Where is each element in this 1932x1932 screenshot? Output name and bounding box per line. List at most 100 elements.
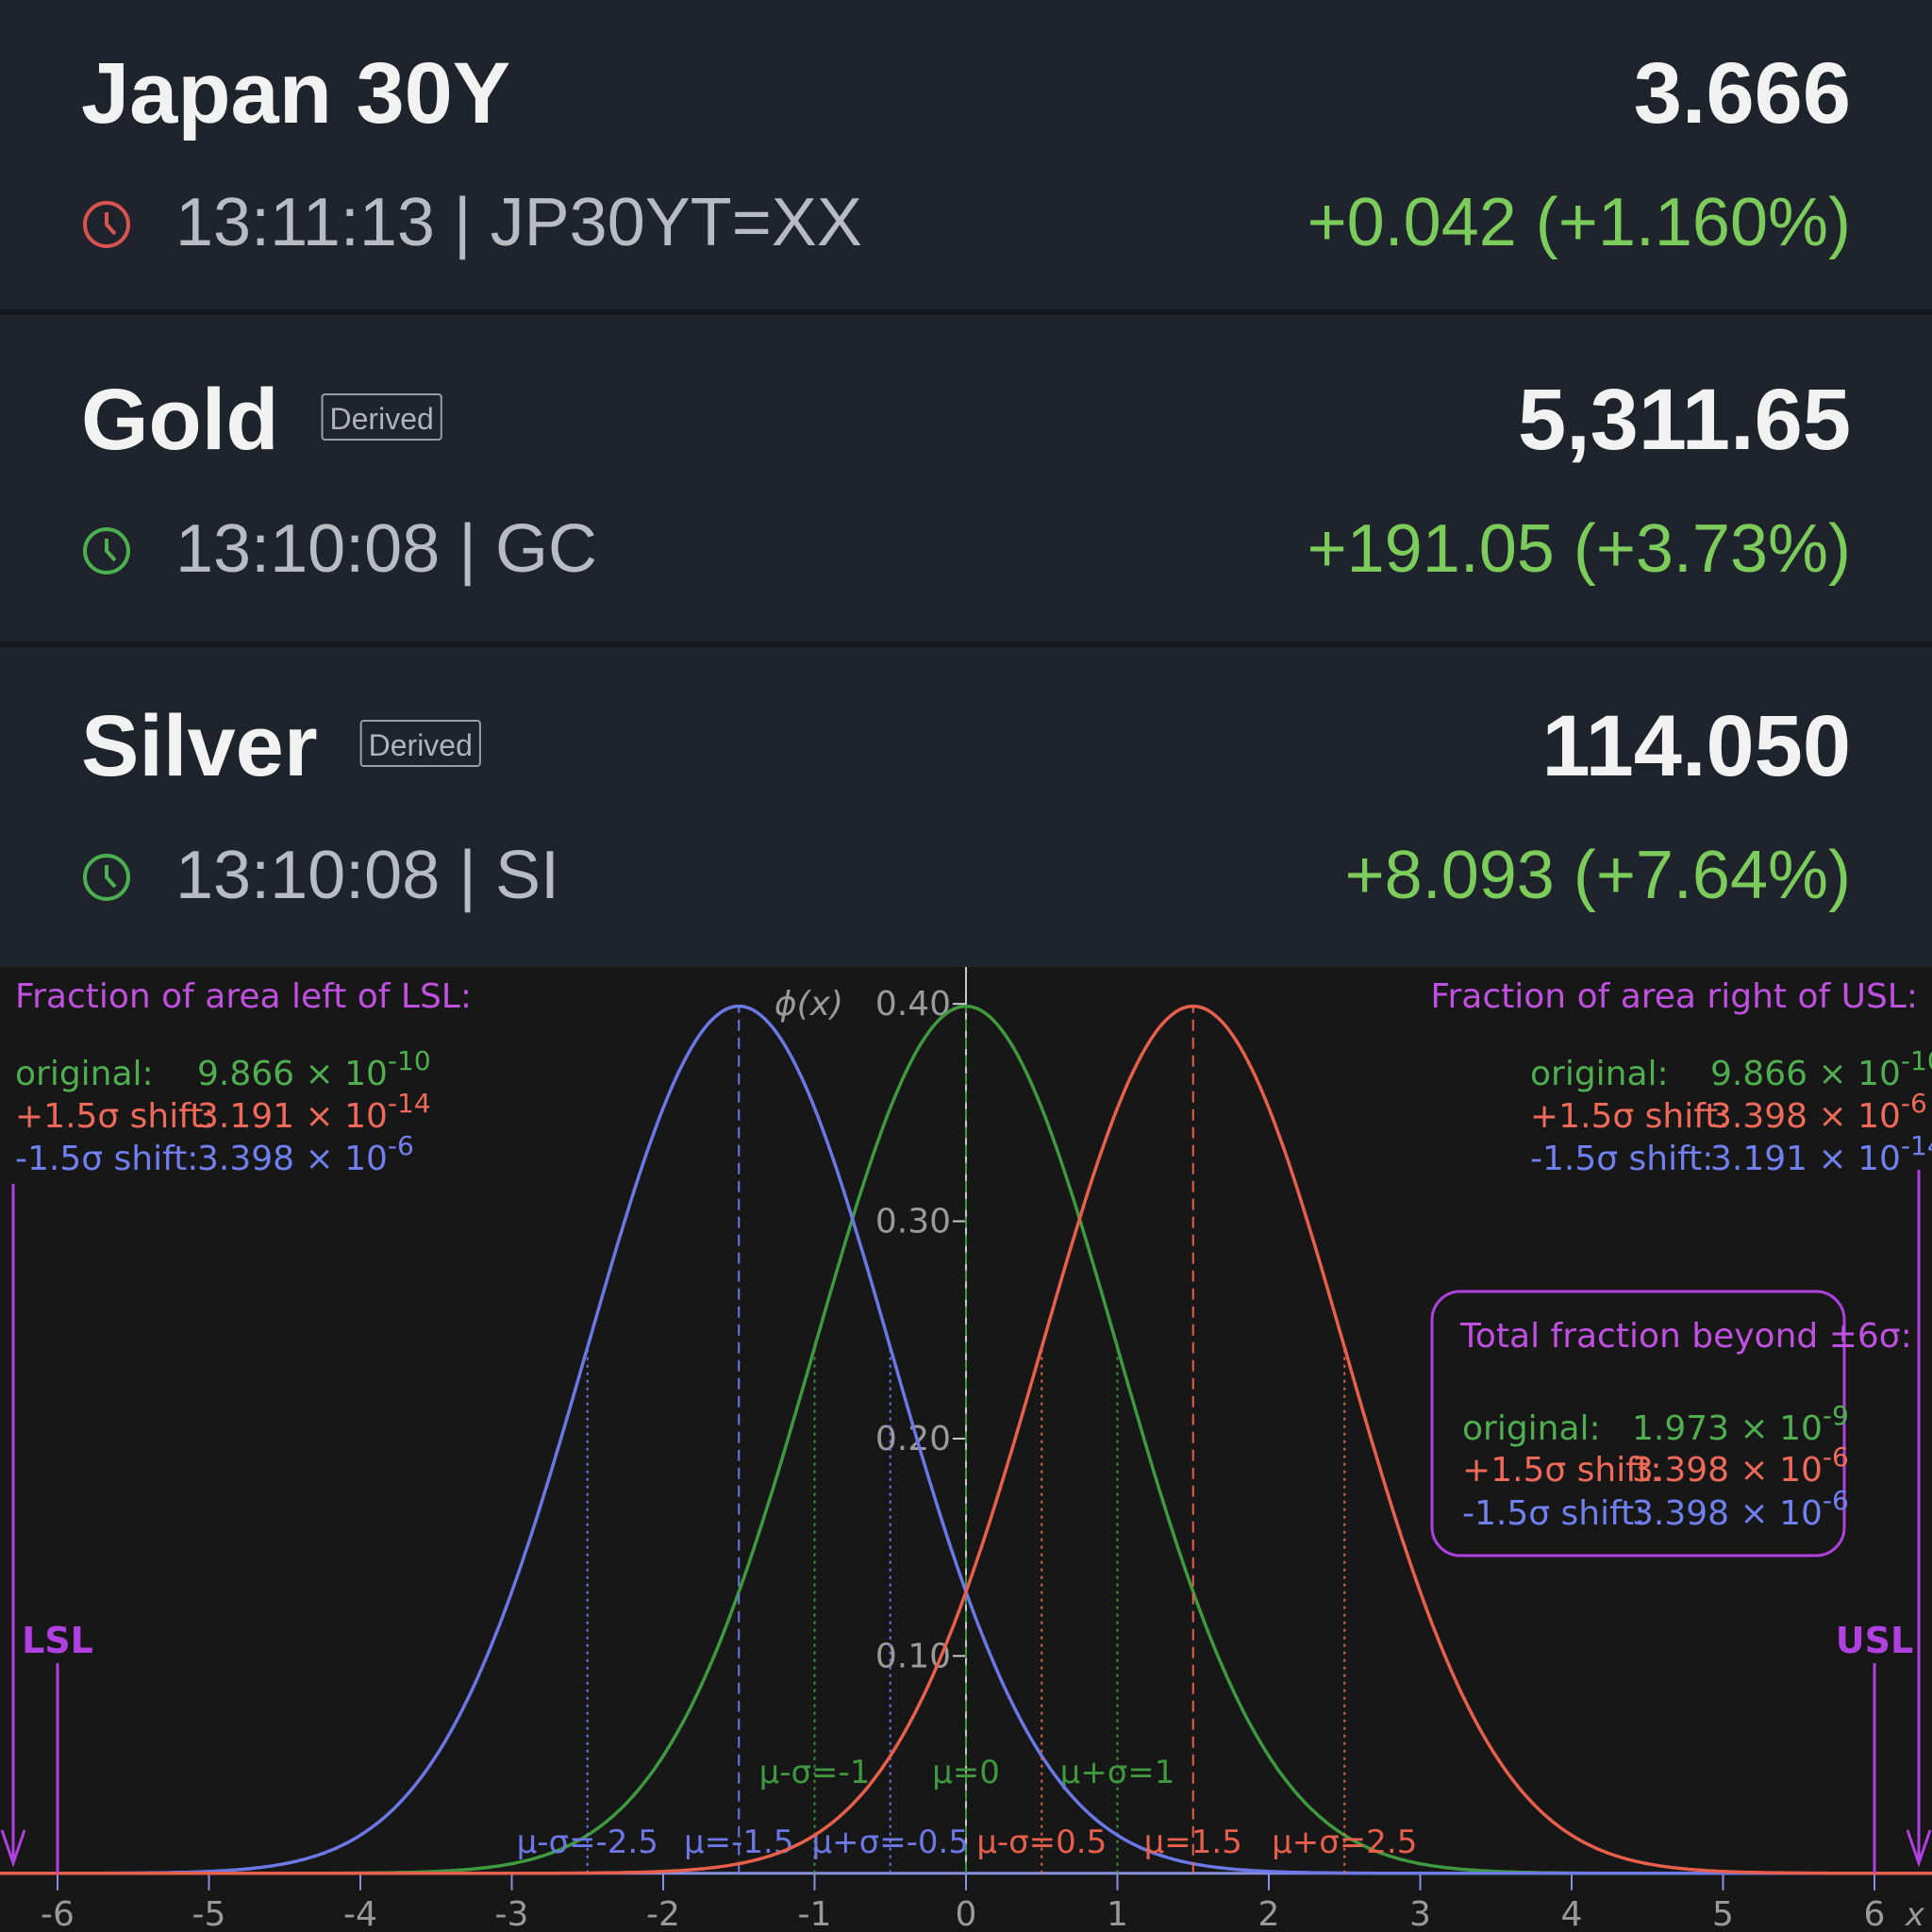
x-tick-label: -2	[646, 1895, 680, 1932]
row-value: 1.973 × 10-9	[1632, 1400, 1849, 1448]
row-value: 9.866 × 10-10	[197, 1045, 431, 1093]
mantissa: 3.398 × 10	[197, 1140, 388, 1178]
row-label: original:	[1462, 1409, 1601, 1448]
reference-label: μ+σ=2.5	[1272, 1824, 1417, 1861]
mantissa: 3.398 × 10	[1632, 1451, 1823, 1490]
reference-label: μ+σ=1	[1060, 1754, 1175, 1791]
badge-text: Derived	[369, 728, 473, 762]
clock-hands	[105, 212, 117, 236]
badge-text: Derived	[330, 402, 434, 436]
y-tick-label: 0.10	[875, 1637, 951, 1675]
x-axis-label: x	[1905, 1896, 1925, 1932]
exponent: -6	[1823, 1485, 1849, 1516]
reference-label: μ-σ=-1	[759, 1754, 871, 1791]
row-label: +1.5σ shift:	[1462, 1451, 1662, 1490]
quotes-background	[0, 0, 1932, 967]
change: +0.042 (+1.160%)	[1307, 185, 1851, 260]
change: +191.05 (+3.73%)	[1307, 511, 1851, 587]
box-title: Total fraction beyond ±6σ:	[1459, 1317, 1912, 1356]
row-label: -1.5σ shift:	[1462, 1494, 1645, 1533]
mantissa: 9.866 × 10	[197, 1055, 388, 1093]
row-separator	[0, 309, 1932, 315]
x-tick-label: 2	[1258, 1895, 1280, 1932]
box-title: Fraction of area right of USL:	[1430, 977, 1918, 1016]
lsl-arrowhead	[0, 1829, 26, 1868]
instrument-name: Japan 30Y	[81, 45, 510, 142]
x-tick-label: 4	[1561, 1895, 1583, 1932]
reference-label: μ+σ=-0.5	[811, 1824, 969, 1861]
row-separator	[0, 641, 1932, 647]
row-value: 3.191 × 10-14	[197, 1088, 431, 1136]
spec-limit-label: LSL	[22, 1620, 93, 1661]
exponent: -6	[1901, 1088, 1927, 1119]
y-tick-label: 0.40	[875, 985, 951, 1024]
row-label: original:	[1530, 1055, 1669, 1093]
summary-box	[1430, 1290, 1846, 1557]
row-value: 3.191 × 10-14	[1710, 1130, 1932, 1178]
exponent: -6	[1823, 1441, 1849, 1473]
clock-hands	[105, 865, 117, 889]
row-label: original:	[15, 1055, 154, 1093]
exponent: -6	[388, 1130, 414, 1161]
timestamp-symbol: 13:10:08 | SI	[175, 838, 559, 913]
row-label: +1.5σ shift:	[1530, 1097, 1730, 1136]
clock-icon	[83, 527, 130, 575]
mantissa: 3.191 × 10	[1710, 1140, 1901, 1178]
x-tick-label: 5	[1712, 1895, 1734, 1932]
row-label: -1.5σ shift:	[15, 1140, 198, 1178]
timestamp-symbol: 13:10:08 | GC	[175, 511, 597, 587]
mantissa: 3.398 × 10	[1710, 1097, 1901, 1136]
x-tick-label: -4	[343, 1895, 377, 1932]
x-tick-label: 3	[1409, 1895, 1431, 1932]
exponent: -14	[1901, 1130, 1932, 1161]
row-value: 3.398 × 10-6	[1632, 1441, 1849, 1490]
row-label: +1.5σ shift:	[15, 1097, 215, 1136]
clock-icon	[83, 854, 130, 901]
chart: -6 -5 -4 -3 -2 -1 0 1 2 3 4 5 6 x0.100.200.300.40ϕ(x)…	[0, 967, 1932, 1932]
reference-label: μ-σ=-2.5	[517, 1824, 658, 1861]
clock-icon	[83, 201, 130, 248]
x-tick-label: -6	[41, 1895, 75, 1932]
box-title: Fraction of area left of LSL:	[15, 977, 472, 1016]
price: 5,311.65	[1518, 372, 1851, 468]
reference-label: μ=0	[932, 1754, 1000, 1791]
price: 3.666	[1634, 45, 1851, 142]
usl-arrowhead	[1906, 1829, 1932, 1868]
row-value: 3.398 × 10-6	[1632, 1485, 1849, 1533]
timestamp-symbol: 13:11:13 | JP30YT=XX	[175, 185, 862, 260]
mantissa: 1.973 × 10	[1632, 1409, 1823, 1448]
exponent: -14	[388, 1088, 431, 1119]
x-tick-label: 0	[956, 1895, 977, 1932]
reference-label: μ-σ=0.5	[976, 1824, 1107, 1861]
row-value: 9.866 × 10-10	[1710, 1045, 1932, 1093]
mantissa: 9.866 × 10	[1710, 1055, 1901, 1093]
x-tick-label: -1	[798, 1895, 832, 1932]
row-value: 3.398 × 10-6	[197, 1130, 414, 1178]
x-tick-label: 1	[1107, 1895, 1128, 1932]
y-tick-label: 0.30	[875, 1203, 951, 1241]
reference-label: μ=-1.5	[684, 1824, 793, 1861]
price: 114.050	[1542, 698, 1851, 794]
mantissa: 3.191 × 10	[197, 1097, 388, 1136]
reference-label: μ=1.5	[1144, 1824, 1242, 1861]
exponent: -9	[1823, 1400, 1849, 1431]
density-curve	[0, 1004, 1932, 1875]
spec-limit-label: USL	[1836, 1620, 1913, 1661]
change: +8.093 (+7.64%)	[1345, 838, 1851, 913]
x-tick-label: -5	[192, 1895, 226, 1932]
clock-hands	[105, 539, 117, 562]
badge	[359, 720, 481, 767]
badge	[321, 393, 442, 441]
x-tick-label: -3	[495, 1895, 529, 1932]
x-tick-label: 6	[1864, 1895, 1886, 1932]
y-axis-label: ϕ(x)	[774, 985, 843, 1024]
row-value: 3.398 × 10-6	[1710, 1088, 1927, 1136]
mantissa: 3.398 × 10	[1632, 1494, 1823, 1533]
instrument-name: Silver	[81, 698, 318, 794]
row-label: -1.5σ shift:	[1530, 1140, 1713, 1178]
instrument-name: Gold	[81, 372, 279, 468]
exponent: -10	[388, 1045, 431, 1076]
quote-list: Japan 30Y 3.666 13:11:13 | JP30YT=XX +0.042…	[81, 45, 1851, 913]
